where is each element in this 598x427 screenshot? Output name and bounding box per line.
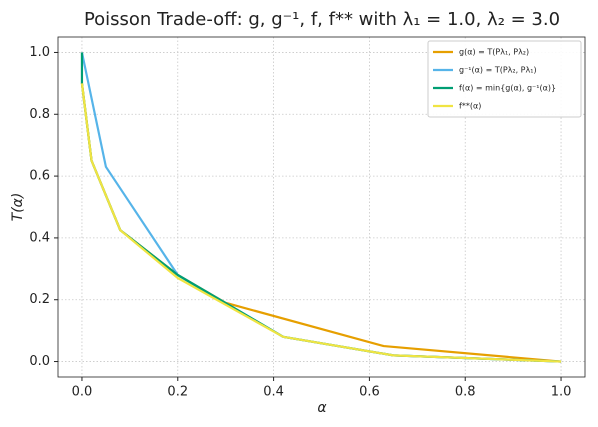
y-tick-label: 0.0 [29, 354, 50, 369]
legend-label: f**(α) [459, 102, 481, 111]
x-tick-label: 0.2 [167, 385, 188, 400]
legend-label: g(α) = T(Pλ₁, Pλ₂) [459, 48, 529, 57]
series-line [80, 83, 562, 363]
x-tick-label: 0.4 [263, 385, 284, 400]
y-tick-label: 0.6 [29, 169, 50, 184]
y-tick-label: 0.2 [29, 292, 50, 307]
x-tick-label: 0.6 [359, 385, 380, 400]
x-tick-label: 0.8 [455, 385, 476, 400]
legend-label: f(α) = min{g(α), g⁻¹(α)} [459, 84, 556, 93]
chart-title: Poisson Trade-off: g, g⁻¹, f, f** with λ… [84, 9, 560, 30]
x-tick-label: 0.0 [72, 385, 93, 400]
y-axis-label: T(α) [10, 193, 26, 222]
series-line [80, 83, 562, 363]
legend-box [427, 40, 582, 118]
x-tick-label: 1.0 [551, 385, 572, 400]
plot-frame [57, 36, 586, 378]
y-tick-label: 1.0 [29, 45, 50, 60]
legend-label: g⁻¹(α) = T(Pλ₂, Pλ₁) [459, 66, 537, 75]
y-tick-label: 0.8 [29, 107, 50, 122]
x-axis-label: α [317, 400, 327, 416]
y-tick-label: 0.4 [29, 230, 50, 245]
